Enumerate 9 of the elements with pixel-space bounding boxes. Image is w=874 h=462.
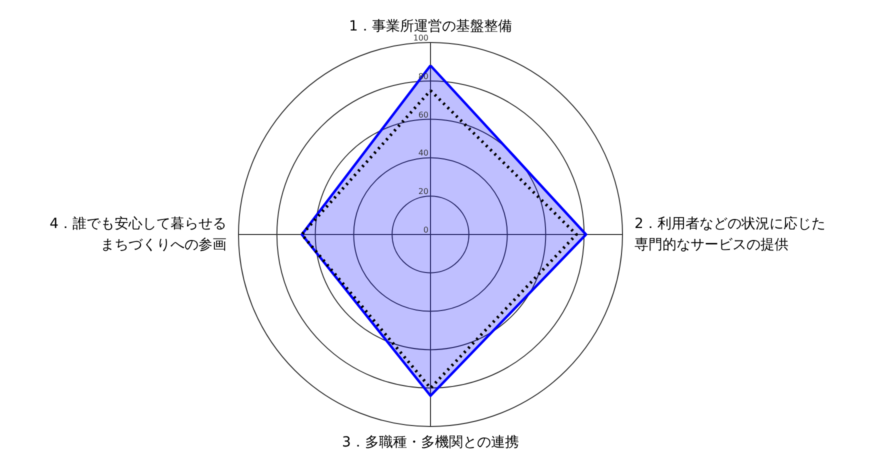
- spoke-label: 1．事業所運営の基盤整備: [349, 18, 512, 34]
- spoke-label: 4．誰でも安心して暮らせるまちづくりへの参画: [50, 216, 227, 253]
- y-tick-label: 60: [418, 110, 429, 120]
- y-tick-label: 20: [418, 187, 429, 196]
- y-tick-label: 40: [418, 148, 429, 158]
- y-tick-label: 0: [423, 226, 429, 234]
- spoke-label: 2．利用者などの状況に応じた専門的なサービスの提供: [634, 216, 826, 253]
- spoke-label: 3．多職種・多機関との連携: [342, 434, 519, 450]
- y-tick-label: 100: [413, 34, 429, 42]
